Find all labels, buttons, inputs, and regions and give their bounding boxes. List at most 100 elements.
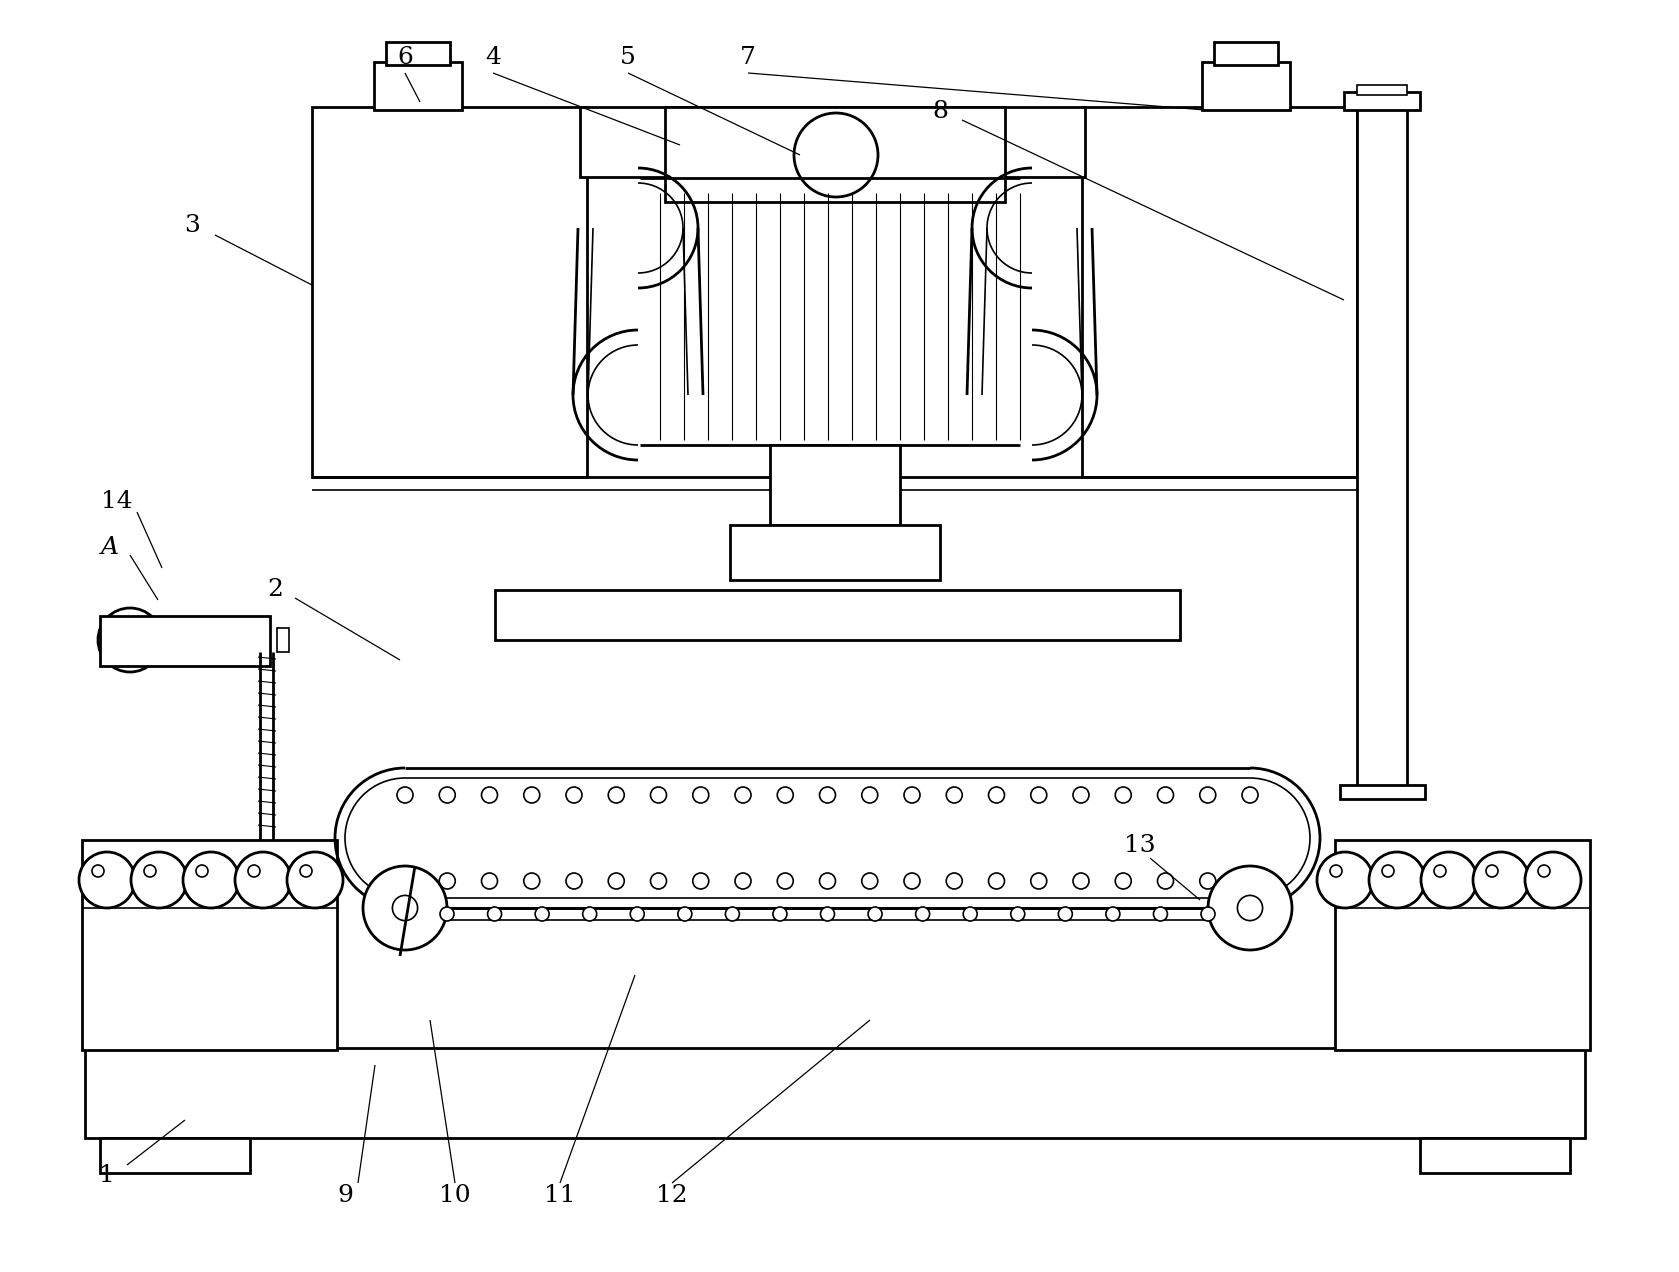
Circle shape: [1368, 852, 1425, 908]
Circle shape: [566, 787, 583, 803]
Circle shape: [861, 873, 878, 889]
Circle shape: [947, 873, 962, 889]
Circle shape: [482, 873, 497, 889]
Circle shape: [1472, 852, 1530, 908]
Circle shape: [287, 852, 343, 908]
Circle shape: [524, 787, 539, 803]
Circle shape: [440, 787, 455, 803]
Circle shape: [819, 787, 836, 803]
Circle shape: [650, 873, 667, 889]
Text: 4: 4: [485, 46, 500, 69]
Text: 11: 11: [544, 1183, 576, 1207]
Bar: [771, 445, 900, 525]
Bar: [1081, 107, 1357, 477]
Circle shape: [989, 787, 1004, 803]
Circle shape: [630, 907, 645, 921]
Circle shape: [861, 787, 878, 803]
Circle shape: [97, 608, 161, 672]
Text: 2: 2: [267, 579, 284, 602]
Circle shape: [487, 907, 502, 921]
Bar: [101, 616, 270, 667]
Circle shape: [1420, 852, 1478, 908]
Circle shape: [693, 873, 709, 889]
Bar: [1214, 42, 1278, 65]
Bar: [101, 1138, 250, 1173]
Circle shape: [1058, 907, 1073, 921]
Circle shape: [903, 873, 920, 889]
Circle shape: [1031, 787, 1046, 803]
Bar: [495, 590, 1180, 640]
Circle shape: [964, 907, 977, 921]
Bar: [374, 62, 462, 109]
Circle shape: [144, 865, 156, 876]
Circle shape: [777, 787, 792, 803]
Bar: [1420, 1138, 1570, 1173]
Circle shape: [1200, 787, 1216, 803]
Text: 7: 7: [740, 46, 756, 69]
Circle shape: [772, 907, 787, 921]
Bar: [386, 42, 450, 65]
Circle shape: [1200, 873, 1216, 889]
Circle shape: [947, 787, 962, 803]
Circle shape: [1106, 907, 1120, 921]
Circle shape: [777, 873, 792, 889]
Bar: [1357, 107, 1407, 787]
Circle shape: [1031, 873, 1046, 889]
Circle shape: [678, 907, 692, 921]
Bar: [665, 107, 1006, 202]
Circle shape: [1242, 787, 1258, 803]
Bar: [86, 1048, 1585, 1138]
Bar: [1335, 840, 1590, 1049]
Circle shape: [482, 787, 497, 803]
Circle shape: [1115, 873, 1132, 889]
Circle shape: [1207, 866, 1293, 950]
Circle shape: [393, 895, 418, 921]
Text: 10: 10: [440, 1183, 470, 1207]
Circle shape: [248, 865, 260, 876]
Circle shape: [819, 873, 836, 889]
Bar: [277, 628, 289, 653]
Text: 6: 6: [396, 46, 413, 69]
Circle shape: [821, 907, 834, 921]
Text: A: A: [101, 537, 119, 560]
Circle shape: [1011, 907, 1024, 921]
Bar: [312, 107, 588, 477]
Circle shape: [693, 787, 709, 803]
Circle shape: [608, 873, 625, 889]
Circle shape: [536, 907, 549, 921]
Circle shape: [583, 907, 596, 921]
Circle shape: [440, 873, 455, 889]
Circle shape: [1157, 873, 1174, 889]
Circle shape: [903, 787, 920, 803]
Bar: [730, 525, 940, 580]
Circle shape: [1525, 852, 1582, 908]
Circle shape: [1237, 895, 1263, 921]
Circle shape: [1073, 873, 1090, 889]
Circle shape: [1330, 865, 1342, 876]
Circle shape: [608, 787, 625, 803]
Circle shape: [183, 852, 238, 908]
Circle shape: [735, 787, 751, 803]
Circle shape: [1153, 907, 1167, 921]
Circle shape: [301, 865, 312, 876]
Circle shape: [119, 630, 139, 650]
Circle shape: [1115, 787, 1132, 803]
Circle shape: [1434, 865, 1446, 876]
Bar: [1202, 62, 1289, 109]
Text: 12: 12: [656, 1183, 688, 1207]
Circle shape: [1242, 873, 1258, 889]
Bar: [82, 840, 337, 1049]
Circle shape: [868, 907, 881, 921]
Circle shape: [1382, 865, 1394, 876]
Text: 13: 13: [1125, 833, 1155, 856]
Circle shape: [650, 787, 667, 803]
Circle shape: [396, 873, 413, 889]
Circle shape: [989, 873, 1004, 889]
Circle shape: [131, 852, 186, 908]
Circle shape: [915, 907, 930, 921]
Circle shape: [440, 907, 453, 921]
Circle shape: [92, 865, 104, 876]
Circle shape: [735, 873, 751, 889]
Text: 5: 5: [620, 46, 636, 69]
Bar: [1357, 85, 1407, 95]
